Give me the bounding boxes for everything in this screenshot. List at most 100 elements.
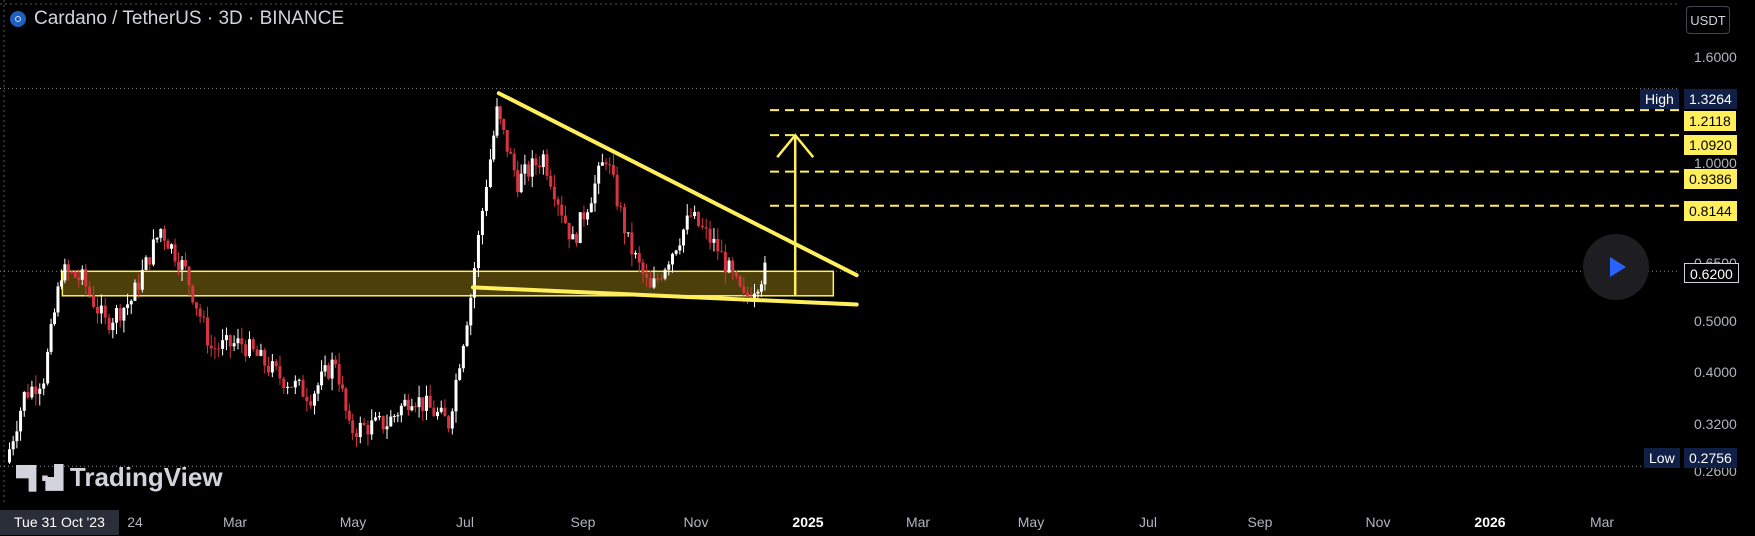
target-arrow xyxy=(776,133,815,296)
time-tick: Jul xyxy=(1139,514,1157,530)
time-tick: May xyxy=(339,514,367,530)
candle-up xyxy=(670,253,674,265)
candle-down xyxy=(545,154,549,176)
candle-up xyxy=(80,269,84,280)
candle-down xyxy=(556,199,560,205)
candle-up xyxy=(392,415,396,417)
candle-up xyxy=(323,365,327,372)
candle-up xyxy=(417,397,421,408)
candle-down xyxy=(608,164,612,166)
candle-up xyxy=(111,322,115,331)
candle-down xyxy=(289,386,293,388)
candle-down xyxy=(92,294,96,307)
candle-up xyxy=(15,431,19,442)
candle-up xyxy=(652,278,656,288)
candle-up xyxy=(140,269,144,290)
candle-down xyxy=(749,295,753,300)
currency-button[interactable]: USDT xyxy=(1686,6,1730,34)
cardano-coin-icon xyxy=(10,11,26,27)
candle-down xyxy=(206,317,210,346)
candle-down xyxy=(637,252,641,263)
candle-up xyxy=(377,416,381,418)
candle-up xyxy=(99,305,103,314)
candle-down xyxy=(301,379,305,397)
candle-down xyxy=(194,302,198,309)
candle-up xyxy=(63,264,67,281)
candle-up xyxy=(424,395,428,411)
time-tick: Mar xyxy=(1589,514,1615,530)
candle-down xyxy=(95,306,99,314)
falling-wedge xyxy=(470,91,859,307)
candle-up xyxy=(126,304,130,308)
candle-down xyxy=(704,227,708,229)
level-tag: 0.8144 xyxy=(1684,201,1737,221)
tradingview-logo[interactable]: ▀▌▪▟ TradingView xyxy=(16,462,223,493)
candle-down xyxy=(552,186,556,200)
time-tick: Nov xyxy=(1365,514,1391,530)
time-tick: Sep xyxy=(1247,514,1273,530)
candle-down xyxy=(66,264,70,272)
target-levels xyxy=(770,109,1680,207)
candle-down xyxy=(327,365,331,379)
candle-down xyxy=(746,292,749,296)
wedge-upper-line xyxy=(496,91,859,278)
candle-down xyxy=(244,344,248,357)
candle-down xyxy=(689,215,693,217)
candle-up xyxy=(129,300,133,305)
chart-grid xyxy=(0,0,1680,505)
candle-down xyxy=(274,361,278,367)
candle-down xyxy=(563,215,567,223)
candle-down xyxy=(282,378,286,389)
candle-up xyxy=(293,380,297,388)
candle-down xyxy=(731,260,735,273)
candle-down xyxy=(278,366,282,379)
candle-down xyxy=(700,225,704,228)
candle-down xyxy=(738,276,742,287)
candle-up xyxy=(8,449,11,463)
candle-down xyxy=(107,317,111,331)
candle-down xyxy=(611,165,615,175)
candle-up xyxy=(370,420,374,435)
candle-up xyxy=(59,280,63,287)
candle-down xyxy=(723,251,727,273)
tradingview-logo-icon: ▀▌▪▟ xyxy=(16,464,63,490)
candle-down xyxy=(34,386,38,394)
play-button[interactable] xyxy=(1583,234,1649,300)
candle-up xyxy=(389,416,393,427)
candle-up xyxy=(221,340,225,349)
candle-up xyxy=(469,297,473,326)
symbol-title[interactable]: Cardano / TetherUS · 3D · BINANCE xyxy=(10,8,344,30)
candle-up xyxy=(454,379,458,412)
candle-down xyxy=(742,286,746,293)
candle-down xyxy=(549,175,553,187)
candle-up xyxy=(519,173,523,193)
candle-up xyxy=(374,417,378,421)
level-tag: 0.9386 xyxy=(1684,169,1737,189)
candle-down xyxy=(604,162,608,165)
candle-up xyxy=(151,239,155,265)
candle-up xyxy=(313,393,317,406)
candle-up xyxy=(320,371,324,386)
candle-up xyxy=(297,379,301,381)
target-arrow-head xyxy=(776,133,815,158)
candle-down xyxy=(344,388,348,411)
candle-down xyxy=(148,257,152,265)
support-zone-box xyxy=(61,270,835,297)
candle-down xyxy=(88,286,92,295)
candle-down xyxy=(305,396,309,402)
candle-down xyxy=(720,251,724,253)
candle-up xyxy=(472,268,476,298)
candle-down xyxy=(623,207,626,234)
candle-up xyxy=(49,324,53,352)
candle-down xyxy=(615,174,619,207)
current-price-tag: 0.6200 xyxy=(1684,263,1739,283)
tradingview-logo-text: TradingView xyxy=(69,462,223,492)
candle-down xyxy=(512,153,516,171)
candle-up xyxy=(22,392,26,411)
candle-down xyxy=(505,129,509,152)
candle-up xyxy=(385,426,389,430)
time-tick: Mar xyxy=(222,514,248,530)
candle-down xyxy=(184,260,188,267)
time-tick: Mar xyxy=(905,514,931,530)
